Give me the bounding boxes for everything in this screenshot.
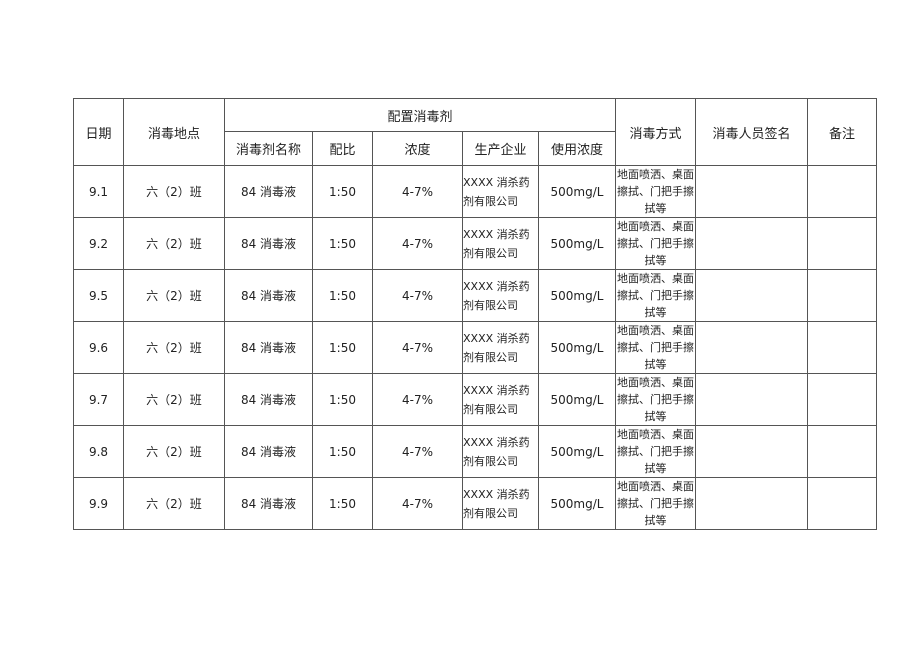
cell-method: 地面喷洒、桌面擦拭、门把手擦拭等 (615, 425, 696, 478)
header-ratio: 配比 (312, 131, 373, 166)
cell-use-concentration: 500mg/L (538, 269, 616, 322)
cell-concentration: 4-7% (372, 217, 463, 270)
cell-concentration: 4-7% (372, 425, 463, 478)
cell-signature (695, 217, 808, 270)
cell-use-concentration: 500mg/L (538, 165, 616, 218)
cell-date: 9.9 (73, 477, 124, 530)
cell-location: 六（2）班 (123, 373, 225, 426)
subheader-row: 消毒剂名称 配比 浓度 生产企业 使用浓度 (74, 131, 877, 166)
table-row: 9.9 六（2）班 84 消毒液 1:50 4-7% XXXX 消杀药剂有限公司 500mg… (73, 477, 877, 530)
cell-manufacturer: XXXX 消杀药剂有限公司 (462, 373, 539, 426)
cell-use-concentration: 500mg/L (538, 425, 616, 478)
header-use-concentration: 使用浓度 (538, 131, 616, 166)
cell-concentration: 4-7% (372, 321, 463, 374)
cell-method: 地面喷洒、桌面擦拭、门把手擦拭等 (615, 373, 696, 426)
cell-location: 六（2）班 (123, 217, 225, 270)
cell-remarks (807, 425, 877, 478)
header-manufacturer: 生产企业 (462, 131, 539, 166)
cell-date: 9.6 (73, 321, 124, 374)
cell-ratio: 1:50 (312, 217, 373, 270)
table-row: 9.1 六（2）班 84 消毒液 1:50 4-7% XXXX 消杀药剂有限公司 500mg… (73, 165, 877, 218)
cell-method: 地面喷洒、桌面擦拭、门把手擦拭等 (615, 321, 696, 374)
cell-concentration: 4-7% (372, 165, 463, 218)
cell-ratio: 1:50 (312, 269, 373, 322)
header-config-group: 配置消毒剂 (224, 98, 616, 132)
disinfection-record-table: 日期 消毒地点 配置消毒剂 消毒方式 消毒人员签名 备注 消毒剂名称 配比 浓度… (73, 98, 877, 530)
cell-signature (695, 477, 808, 530)
cell-manufacturer: XXXX 消杀药剂有限公司 (462, 425, 539, 478)
cell-concentration: 4-7% (372, 269, 463, 322)
cell-name: 84 消毒液 (224, 477, 313, 530)
cell-name: 84 消毒液 (224, 217, 313, 270)
cell-remarks (807, 321, 877, 374)
cell-signature (695, 373, 808, 426)
table-row: 9.5 六（2）班 84 消毒液 1:50 4-7% XXXX 消杀药剂有限公司 500mg… (73, 269, 877, 322)
cell-location: 六（2）班 (123, 477, 225, 530)
cell-ratio: 1:50 (312, 425, 373, 478)
cell-date: 9.1 (73, 165, 124, 218)
header-remarks: 备注 (807, 98, 877, 166)
cell-date: 9.7 (73, 373, 124, 426)
cell-date: 9.8 (73, 425, 124, 478)
cell-name: 84 消毒液 (224, 373, 313, 426)
header-signature: 消毒人员签名 (695, 98, 808, 166)
table-row: 9.7 六（2）班 84 消毒液 1:50 4-7% XXXX 消杀药剂有限公司 500mg… (73, 373, 877, 426)
cell-remarks (807, 165, 877, 218)
cell-signature (695, 165, 808, 218)
cell-manufacturer: XXXX 消杀药剂有限公司 (462, 217, 539, 270)
table-row: 9.8 六（2）班 84 消毒液 1:50 4-7% XXXX 消杀药剂有限公司 500mg… (73, 425, 877, 478)
cell-manufacturer: XXXX 消杀药剂有限公司 (462, 269, 539, 322)
cell-remarks (807, 217, 877, 270)
cell-date: 9.2 (73, 217, 124, 270)
cell-name: 84 消毒液 (224, 165, 313, 218)
cell-use-concentration: 500mg/L (538, 373, 616, 426)
table-row: 9.2 六（2）班 84 消毒液 1:50 4-7% XXXX 消杀药剂有限公司 500mg… (73, 217, 877, 270)
cell-name: 84 消毒液 (224, 269, 313, 322)
cell-remarks (807, 269, 877, 322)
cell-remarks (807, 373, 877, 426)
cell-ratio: 1:50 (312, 373, 373, 426)
cell-signature (695, 425, 808, 478)
header-row: 日期 消毒地点 配置消毒剂 消毒方式 消毒人员签名 备注 (73, 98, 877, 166)
cell-name: 84 消毒液 (224, 425, 313, 478)
cell-ratio: 1:50 (312, 321, 373, 374)
header-method: 消毒方式 (615, 98, 696, 166)
cell-location: 六（2）班 (123, 321, 225, 374)
cell-location: 六（2）班 (123, 165, 225, 218)
cell-signature (695, 321, 808, 374)
cell-name: 84 消毒液 (224, 321, 313, 374)
header-name: 消毒剂名称 (224, 131, 313, 166)
cell-method: 地面喷洒、桌面擦拭、门把手擦拭等 (615, 217, 696, 270)
cell-use-concentration: 500mg/L (538, 477, 616, 530)
header-date: 日期 (73, 98, 124, 166)
cell-manufacturer: XXXX 消杀药剂有限公司 (462, 477, 539, 530)
cell-method: 地面喷洒、桌面擦拭、门把手擦拭等 (615, 477, 696, 530)
cell-signature (695, 269, 808, 322)
cell-location: 六（2）班 (123, 425, 225, 478)
table-row: 9.6 六（2）班 84 消毒液 1:50 4-7% XXXX 消杀药剂有限公司 500mg… (73, 321, 877, 374)
cell-use-concentration: 500mg/L (538, 217, 616, 270)
cell-location: 六（2）班 (123, 269, 225, 322)
cell-concentration: 4-7% (372, 477, 463, 530)
cell-ratio: 1:50 (312, 165, 373, 218)
cell-date: 9.5 (73, 269, 124, 322)
cell-concentration: 4-7% (372, 373, 463, 426)
header-concentration: 浓度 (372, 131, 463, 166)
cell-manufacturer: XXXX 消杀药剂有限公司 (462, 165, 539, 218)
cell-manufacturer: XXXX 消杀药剂有限公司 (462, 321, 539, 374)
cell-use-concentration: 500mg/L (538, 321, 616, 374)
cell-method: 地面喷洒、桌面擦拭、门把手擦拭等 (615, 165, 696, 218)
header-location: 消毒地点 (123, 98, 225, 166)
cell-ratio: 1:50 (312, 477, 373, 530)
cell-method: 地面喷洒、桌面擦拭、门把手擦拭等 (615, 269, 696, 322)
cell-remarks (807, 477, 877, 530)
